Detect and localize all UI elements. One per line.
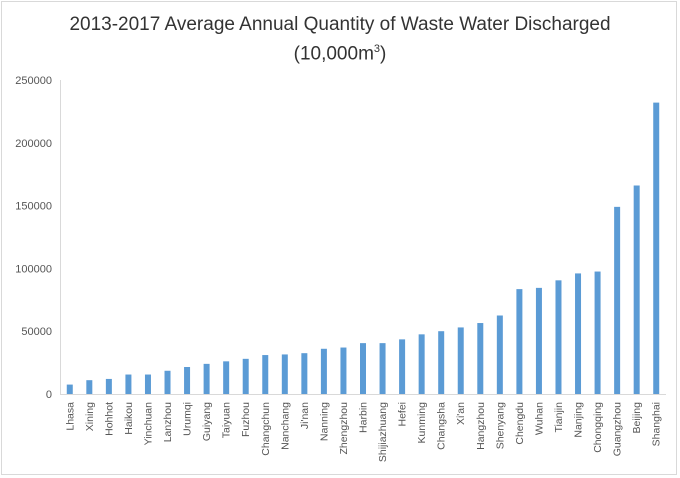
- bar: [105, 378, 112, 394]
- x-tick-label: Nanjing: [573, 402, 585, 438]
- x-tick-label: Shenyang: [494, 402, 506, 449]
- bar: [438, 331, 445, 394]
- y-tick-label: 200000: [15, 138, 52, 150]
- bar: [477, 323, 484, 394]
- x-tick-label: Xi'an: [455, 402, 467, 425]
- x-tick-label: Hefei: [397, 402, 409, 427]
- x-tick-label: Tianjin: [553, 402, 565, 433]
- x-tick-label: Chengdu: [514, 402, 526, 445]
- x-tick-labels: Lhasa Xining Hohhot Haikou Yinchuan Lanzhou Ur…: [64, 402, 662, 462]
- bar: [203, 363, 210, 394]
- x-tick-label: Nanning: [318, 402, 330, 441]
- x-tick-label: Shanghai: [651, 402, 663, 446]
- x-tick-label: Lhasa: [64, 402, 76, 431]
- x-tick-label: Taiyuan: [221, 402, 233, 438]
- x-tick-label: Yinchuan: [142, 402, 154, 446]
- y-tick-label: 0: [46, 389, 52, 401]
- bar: [575, 273, 582, 394]
- bar: [242, 358, 249, 394]
- x-tick-label: Lanzhou: [162, 402, 174, 442]
- x-tick-label: Fuzhou: [240, 402, 252, 437]
- x-tick-label: Nanchang: [279, 402, 291, 450]
- y-tick-label: 50000: [21, 326, 52, 338]
- x-tick-label: Shijiazhuang: [377, 402, 389, 462]
- y-tick-labels: 0 50000 100000 150000 200000 250000: [15, 75, 52, 401]
- bar: [66, 384, 73, 394]
- bar: [301, 353, 308, 394]
- bars: [66, 102, 660, 395]
- bar: [594, 271, 601, 394]
- x-tick-label: Ji'nan: [299, 402, 311, 429]
- bar: [457, 327, 464, 394]
- x-tick-label: Urumqi: [182, 402, 194, 436]
- subtitle-line: (10,000m3): [0, 37, 680, 66]
- x-tick-label: Harbin: [358, 402, 370, 433]
- title-line: 2013-2017 Average Annual Quantity of Was…: [69, 14, 611, 35]
- bar: [164, 370, 171, 394]
- x-tick-label: Xining: [84, 402, 96, 431]
- x-tick-label: Guangzhou: [612, 402, 624, 456]
- subtitle-superscript: 3: [373, 43, 381, 55]
- bar: [555, 280, 562, 394]
- y-tick-label: 250000: [15, 75, 52, 87]
- x-tick-label: Chongqing: [592, 402, 604, 453]
- bar: [418, 334, 425, 394]
- x-tick-label: Haikou: [123, 402, 135, 435]
- subtitle-text: (10,000m: [293, 43, 374, 65]
- x-tick-label: Changchun: [260, 402, 272, 456]
- y-tick-label: 150000: [15, 201, 52, 213]
- x-tick-label: Hohhot: [103, 402, 115, 436]
- y-tick-label: 100000: [15, 263, 52, 275]
- subtitle-close: ): [380, 43, 387, 65]
- bar: [86, 380, 93, 394]
- bar: [144, 374, 151, 394]
- x-tick-label: Kunming: [416, 402, 428, 444]
- bar: [360, 343, 366, 394]
- bar: [320, 348, 327, 394]
- bar: [399, 339, 406, 394]
- bar: [184, 367, 191, 394]
- x-tick-label: Wuhan: [533, 402, 545, 435]
- bar: [379, 343, 386, 394]
- bar: [653, 102, 660, 395]
- x-tick-label: Guiyang: [201, 402, 213, 441]
- bar: [535, 287, 542, 394]
- bar: [340, 347, 347, 394]
- bar: [633, 185, 640, 394]
- x-tick-label: Changsha: [436, 402, 448, 450]
- bar: [125, 374, 132, 394]
- bar: [496, 315, 503, 394]
- bar: [281, 354, 288, 394]
- x-tick-label: Beijing: [631, 402, 643, 434]
- bar: [614, 206, 621, 394]
- bar: [262, 355, 269, 394]
- x-tick-label: Hangzhou: [475, 402, 487, 450]
- bar: [223, 361, 230, 394]
- x-tick-label: Zhengzhou: [338, 402, 350, 455]
- chart-title: 2013-2017 Average Annual Quantity of Was…: [0, 12, 680, 66]
- bar: [516, 289, 523, 394]
